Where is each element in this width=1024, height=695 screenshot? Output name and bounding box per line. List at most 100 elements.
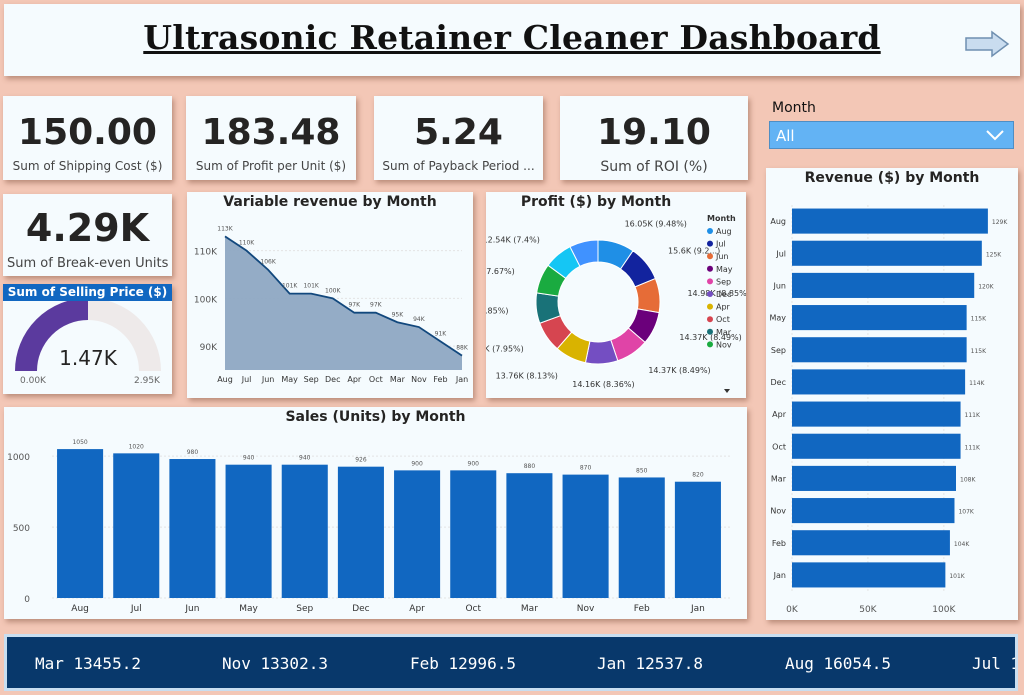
- bar: [792, 305, 967, 331]
- data-label: 850: [636, 467, 648, 474]
- ticker-item: Nov 13302.3: [222, 654, 328, 673]
- legend-item: May: [716, 265, 733, 274]
- data-label: 880: [524, 463, 536, 470]
- bar: [792, 498, 955, 524]
- ticker-bar: Mar 13455.2 Nov 13302.3 Feb 12996.5 Jan …: [4, 634, 1018, 691]
- x-tick-label: Aug: [71, 604, 89, 614]
- bar: [562, 474, 609, 598]
- data-label: 104K: [954, 541, 970, 548]
- chart-title: Variable revenue by Month: [223, 194, 437, 210]
- legend-marker: [707, 328, 713, 335]
- kpi-card-shipping: 150.00 Sum of Shipping Cost ($): [3, 96, 172, 180]
- data-label: 940: [243, 455, 255, 462]
- bar: [792, 240, 982, 266]
- data-label: 94K: [413, 316, 426, 323]
- y-tick-label: Jan: [773, 571, 786, 580]
- data-label: 870: [580, 465, 592, 472]
- data-label: 111K: [965, 444, 981, 451]
- pie-slice: [569, 239, 599, 267]
- bar: [281, 464, 328, 598]
- slice-label: 14.37K (8.49%): [679, 333, 741, 342]
- y-tick-label: Oct: [772, 442, 786, 451]
- data-label: 88K: [456, 345, 469, 352]
- data-label: 115K: [971, 348, 987, 355]
- kpi-label: Sum of Break-even Units: [7, 256, 168, 271]
- y-tick-label: 500: [13, 524, 30, 534]
- x-tick-label: Oct: [465, 604, 481, 614]
- y-tick-label: Apr: [772, 410, 787, 419]
- data-label: 900: [411, 460, 423, 467]
- kpi-label: Sum of ROI (%): [600, 159, 708, 175]
- profit-by-month-card: Profit ($) by Month 16.05K (9.48%) 15.6K …: [486, 192, 746, 398]
- y-tick-label: Feb: [772, 539, 786, 548]
- bar: [337, 466, 384, 598]
- data-label: 980: [187, 449, 199, 456]
- y-tick-label: May: [769, 314, 786, 323]
- ticker-item: Mar 13455.2: [35, 654, 141, 673]
- x-tick-label: 0K: [786, 605, 799, 615]
- data-label: 107K: [958, 509, 974, 516]
- series-line: [224, 235, 463, 357]
- y-tick-label: 90K: [200, 343, 218, 353]
- legend-marker: [707, 303, 713, 310]
- bar: [792, 433, 961, 459]
- legend-marker: [707, 291, 713, 297]
- data-label: 101K: [949, 573, 965, 580]
- month-dropdown[interactable]: All: [769, 121, 1014, 149]
- legend-item: Jun: [715, 252, 729, 261]
- dashboard-title: Ultrasonic Retainer Cleaner Dashboard: [143, 18, 881, 57]
- x-tick-label: Apr: [347, 375, 362, 384]
- data-label: 100K: [325, 287, 341, 294]
- data-label: 115K: [971, 316, 987, 323]
- x-tick-label: Apr: [409, 604, 425, 614]
- y-tick-label: Mar: [771, 474, 787, 483]
- slice-label: 12.54K (7.4%): [486, 235, 540, 244]
- month-filter: Month All: [766, 96, 1018, 158]
- legend-marker: [707, 341, 713, 348]
- profit-donut-chart: 16.05K (9.48%) 15.6K (9.2...) 14.98K (8.85…: [486, 214, 746, 393]
- bar: [394, 470, 441, 598]
- data-label: 108K: [960, 476, 976, 483]
- bar: [792, 337, 967, 363]
- legend-title: Month: [707, 214, 736, 223]
- data-label: 129K: [992, 219, 1008, 226]
- x-tick-label: May: [239, 604, 258, 614]
- kpi-label: Sum of Profit per Unit ($): [195, 159, 347, 173]
- x-tick-label: May: [281, 375, 298, 384]
- legend-item: Oct: [716, 315, 730, 324]
- bar: [57, 449, 104, 598]
- legend-item: Sep: [716, 277, 731, 286]
- x-tick-label: Mar: [390, 375, 406, 384]
- legend-marker: [707, 265, 713, 272]
- data-label: 820: [692, 472, 704, 479]
- bar: [792, 530, 950, 556]
- x-tick-label: Dec: [352, 604, 369, 614]
- bar: [792, 401, 961, 427]
- kpi-card-roi: 19.10 Sum of ROI (%): [560, 96, 748, 180]
- ticker-item: Feb 12996.5: [410, 654, 516, 673]
- sales-by-month-card: Sales (Units) by Month 1000 500 0 1050 Aug 10…: [4, 407, 747, 619]
- next-page-arrow-icon[interactable]: [964, 30, 1010, 58]
- gauge-value: 1.47K: [59, 346, 118, 370]
- kpi-label: Sum of Shipping Cost ($): [12, 159, 163, 173]
- x-tick-label: Mar: [521, 604, 538, 614]
- slice-label: 14.16K (8.36%): [572, 380, 634, 389]
- legend-item: Jul: [715, 240, 726, 249]
- y-tick-label: Sep: [771, 346, 786, 355]
- data-label: 101K: [282, 283, 298, 290]
- x-tick-label: Aug: [217, 375, 233, 384]
- legend-marker: [707, 316, 713, 323]
- y-tick-label: 100K: [194, 295, 218, 305]
- legend-item: Aug: [716, 227, 732, 236]
- slice-label: 13.3K (7.85%): [486, 306, 508, 315]
- kpi-label: Sum of Payback Period ...: [382, 159, 535, 173]
- bar: [792, 562, 946, 588]
- data-label: 120K: [978, 283, 994, 290]
- slice-label: 13.46K (7.95%): [486, 344, 524, 353]
- kpi-value: 150.00: [18, 112, 157, 153]
- bar: [450, 470, 497, 598]
- dropdown-value: All: [776, 127, 795, 145]
- data-label: 1020: [129, 443, 144, 450]
- legend-item: Dec: [716, 290, 731, 299]
- kpi-card-profit-per-unit: 183.48 Sum of Profit per Unit ($): [186, 96, 356, 180]
